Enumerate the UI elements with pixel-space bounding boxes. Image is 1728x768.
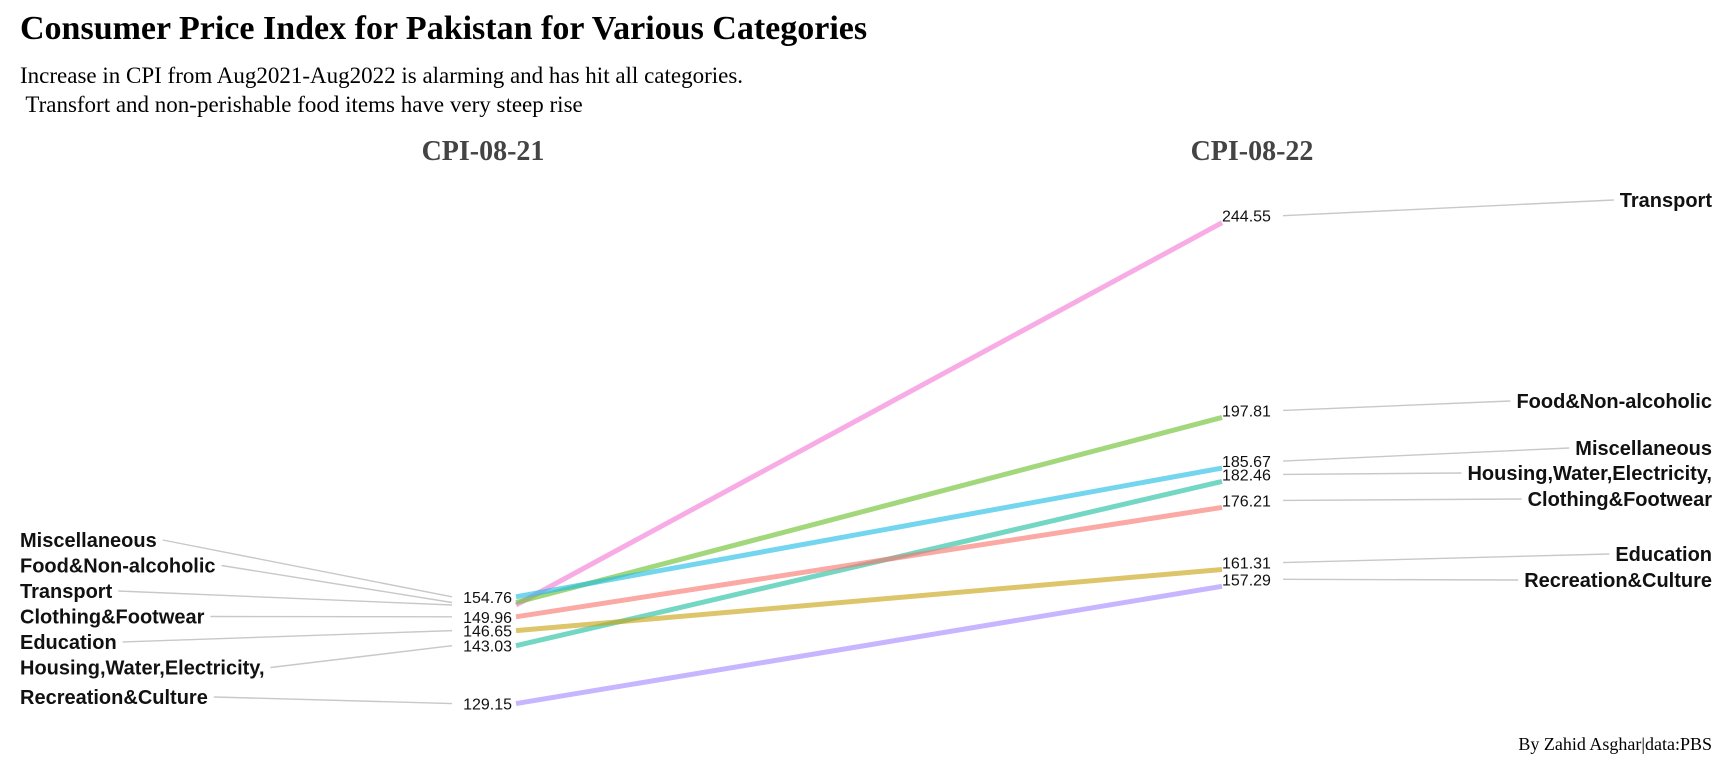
- left-category-label-food-non-alcoholic: Food&Non-alcoholic: [20, 556, 216, 578]
- right-category-label-miscellaneous: Miscellaneous: [1575, 438, 1712, 460]
- right-leader-line: [1282, 498, 1522, 502]
- chart-caption: By Zahid Asghar|data:PBS: [1518, 734, 1712, 754]
- right-category-label-transport: Transport: [1620, 190, 1713, 212]
- column-header-left: CPI-08-21: [422, 136, 545, 167]
- left-value-label-clothing-footwear: 149.96: [463, 610, 512, 627]
- slope-line-education: [515, 567, 1223, 634]
- right-value-label-transport: 244.55: [1222, 209, 1271, 226]
- right-value-label-food-non-alcoholic: 197.81: [1222, 403, 1271, 420]
- left-value-label-housing-water-electricity: 143.03: [463, 639, 512, 656]
- left-leader-line: [122, 629, 453, 643]
- left-category-label-education: Education: [20, 632, 117, 654]
- left-category-label-recreation-culture: Recreation&Culture: [20, 687, 208, 709]
- right-category-label-housing-water-electricity: Housing,Water,Electricity,: [1467, 463, 1712, 485]
- left-value-label-recreation-culture: 129.15: [463, 697, 512, 714]
- right-category-label-food-non-alcoholic: Food&Non-alcoholic: [1516, 391, 1712, 413]
- right-value-label-recreation-culture: 157.29: [1222, 572, 1271, 589]
- slope-line-clothing-footwear: [515, 504, 1223, 620]
- chart-subtitle-line-1: Increase in CPI from Aug2021-Aug2022 is …: [20, 63, 743, 88]
- left-leader-line: [118, 590, 453, 606]
- left-leader-line: [270, 645, 453, 669]
- right-value-label-housing-water-electricity: 182.46: [1222, 467, 1271, 484]
- right-leader-line: [1282, 400, 1511, 412]
- slope-line-recreation-culture: [515, 583, 1223, 707]
- right-leader-line: [1282, 447, 1570, 462]
- slope-line-miscellaneous: [515, 465, 1223, 600]
- right-category-label-education: Education: [1615, 544, 1712, 566]
- right-category-label-clothing-footwear: Clothing&Footwear: [1528, 489, 1713, 511]
- left-category-label-clothing-footwear: Clothing&Footwear: [20, 607, 205, 629]
- chart-title: Consumer Price Index for Pakistan for Va…: [20, 10, 867, 47]
- right-value-label-clothing-footwear: 176.21: [1222, 493, 1271, 510]
- column-header-right: CPI-08-22: [1191, 136, 1314, 167]
- right-value-label-education: 161.31: [1222, 556, 1271, 573]
- left-category-label-miscellaneous: Miscellaneous: [20, 530, 157, 552]
- left-leader-line: [162, 539, 453, 598]
- right-category-label-recreation-culture: Recreation&Culture: [1524, 570, 1712, 592]
- right-leader-line: [1282, 199, 1614, 217]
- left-value-label-miscellaneous: 154.76: [463, 590, 512, 607]
- right-leader-line: [1282, 553, 1610, 564]
- left-category-label-housing-water-electricity: Housing,Water,Electricity,: [20, 658, 265, 680]
- slope-line-food-non-alcoholic: [515, 415, 1223, 605]
- chart-marks: Miscellaneous Food&Non-alcoholic Transport…: [20, 190, 1712, 714]
- left-leader-line: [213, 696, 453, 705]
- left-category-label-transport: Transport: [20, 581, 113, 603]
- chart-subtitle-line-2: Transfort and non-perishable food items …: [20, 92, 583, 117]
- right-leader-line: [1282, 578, 1519, 581]
- slope-line-transport: [514, 220, 1224, 608]
- right-value-label-miscellaneous: 185.67: [1222, 454, 1271, 471]
- left-leader-line: [221, 564, 453, 604]
- right-leader-line: [1282, 472, 1462, 476]
- left-value-label-education: 146.65: [463, 624, 512, 641]
